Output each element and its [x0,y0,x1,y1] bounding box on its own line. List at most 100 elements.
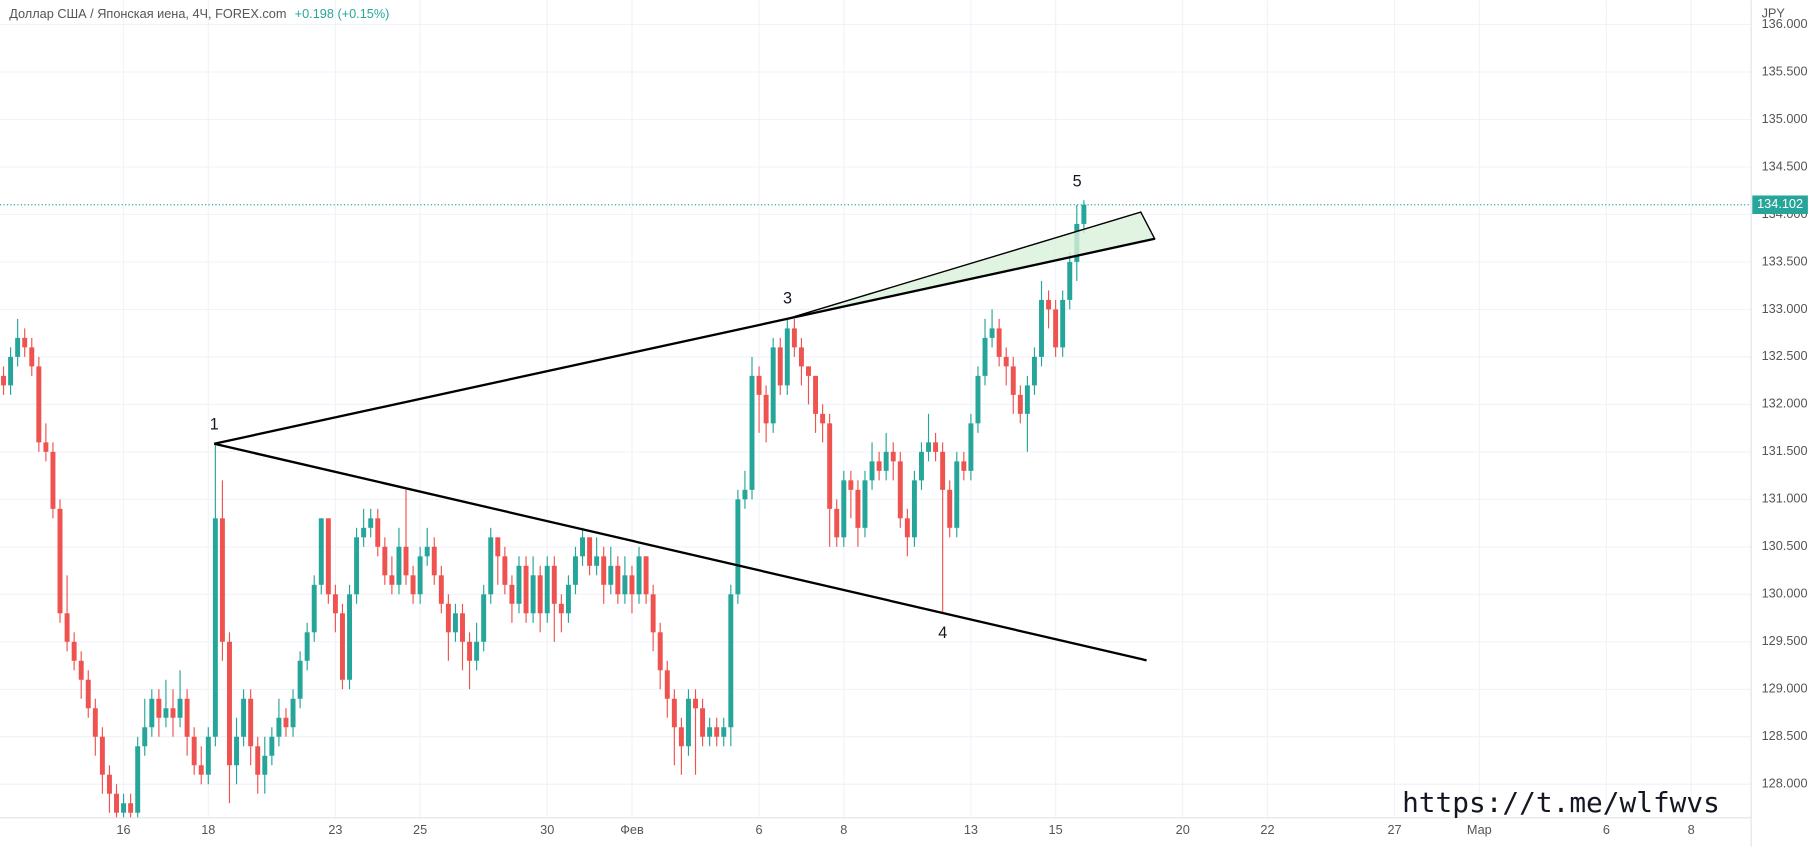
candle-body [643,556,649,595]
y-tick-label: 130.500 [1762,538,1808,553]
candle-body [862,480,868,528]
candle-body [735,499,741,595]
candle-body [191,736,197,766]
candle-body [396,546,402,585]
candle-body [262,755,268,775]
candle-body [347,594,352,680]
candle-body [290,698,296,728]
candle-body [170,708,176,718]
candle-body [452,613,458,633]
candle-body [954,461,960,528]
candle-body [297,660,303,699]
x-tick-label: 16 [116,822,130,837]
candle-body [29,347,35,367]
candle-body [806,366,811,376]
candle-body [198,765,204,775]
y-tick-label: 133.000 [1762,301,1808,316]
candle-body [989,328,995,338]
candle-body [1024,385,1030,414]
candle-body [714,727,720,737]
candle-body [1010,366,1016,395]
candle-body [615,565,621,595]
candle-body [671,698,677,728]
x-tick-label: Фев [620,822,644,837]
candle-body [742,489,748,500]
y-tick-label: 132.000 [1762,396,1808,411]
candle-body [467,641,473,661]
last-price-box [1752,195,1808,215]
x-tick-label: 6 [756,822,763,837]
candle-body [890,451,896,462]
candle-body [777,347,783,386]
y-tick-label: 132.500 [1762,348,1808,363]
candle-body [544,565,550,614]
x-tick-label: 27 [1387,822,1401,837]
candle-body [1,375,7,386]
candle-body [149,698,155,728]
trend-line [214,237,1155,445]
candle-body [982,337,988,376]
candle-body [368,518,374,528]
candle-body [410,575,416,595]
candle-body [311,584,317,633]
candle-body [481,594,487,642]
candle-body [918,451,924,481]
candle-body [234,736,240,766]
y-tick-label: 129.500 [1762,633,1808,648]
candle-body [92,708,98,737]
currency: JPY [1762,5,1786,20]
candle-body [565,584,571,614]
candle-body [1081,204,1087,224]
candle-body [255,746,261,775]
candle-body [114,793,119,813]
candle-body [622,575,628,595]
candle-body [813,375,819,414]
candle-body [424,546,430,557]
y-tick-label: 133.500 [1762,253,1808,268]
x-tick-label: 15 [1049,822,1063,837]
candle-body [318,518,324,585]
x-tick-label: 25 [413,822,427,837]
wave-label: 3 [783,289,792,307]
candle-body [855,489,861,528]
candle-body [142,727,148,747]
x-tick-label: 13 [964,822,978,837]
candle-body [587,537,593,566]
candle-body [947,489,953,528]
candle-body [629,575,635,595]
candle-body [763,394,769,424]
candle-body [495,537,501,557]
candle-body [685,698,691,747]
price-change: +0.198 (+0.15%) [295,7,390,22]
candle-body [57,508,63,614]
y-tick-label: 129.000 [1762,681,1808,696]
candle-body [530,575,536,614]
y-tick-label: 136.000 [1762,16,1808,31]
symbol-name: Доллар США / Японская иена, 4Ч, FOREX.co… [9,7,286,22]
candle-body [276,717,282,737]
candle-body [975,375,981,424]
candle-body [85,679,91,709]
candle-body [78,660,84,680]
candle-body [403,546,409,576]
candle-body [241,698,247,737]
candle-body [940,451,946,490]
candle-body [438,575,444,604]
candle-body [820,413,826,424]
candle-body [177,698,183,718]
candle-body [869,461,875,481]
candle-body [573,556,578,585]
candle-body [516,565,522,604]
candle-body [834,508,840,538]
drawings: 1 3 4 5 [210,172,1156,662]
y-tick-label: 134.500 [1762,158,1808,173]
candle-body [304,632,310,661]
x-tick-label: 8 [840,822,847,837]
candle-body [184,698,190,737]
candle-body [382,546,388,576]
x-tick-label: 18 [201,822,215,837]
y-tick-label: 131.000 [1762,491,1808,506]
candle-body [488,537,494,595]
candle-body [1017,394,1023,414]
candle-body [445,603,451,633]
